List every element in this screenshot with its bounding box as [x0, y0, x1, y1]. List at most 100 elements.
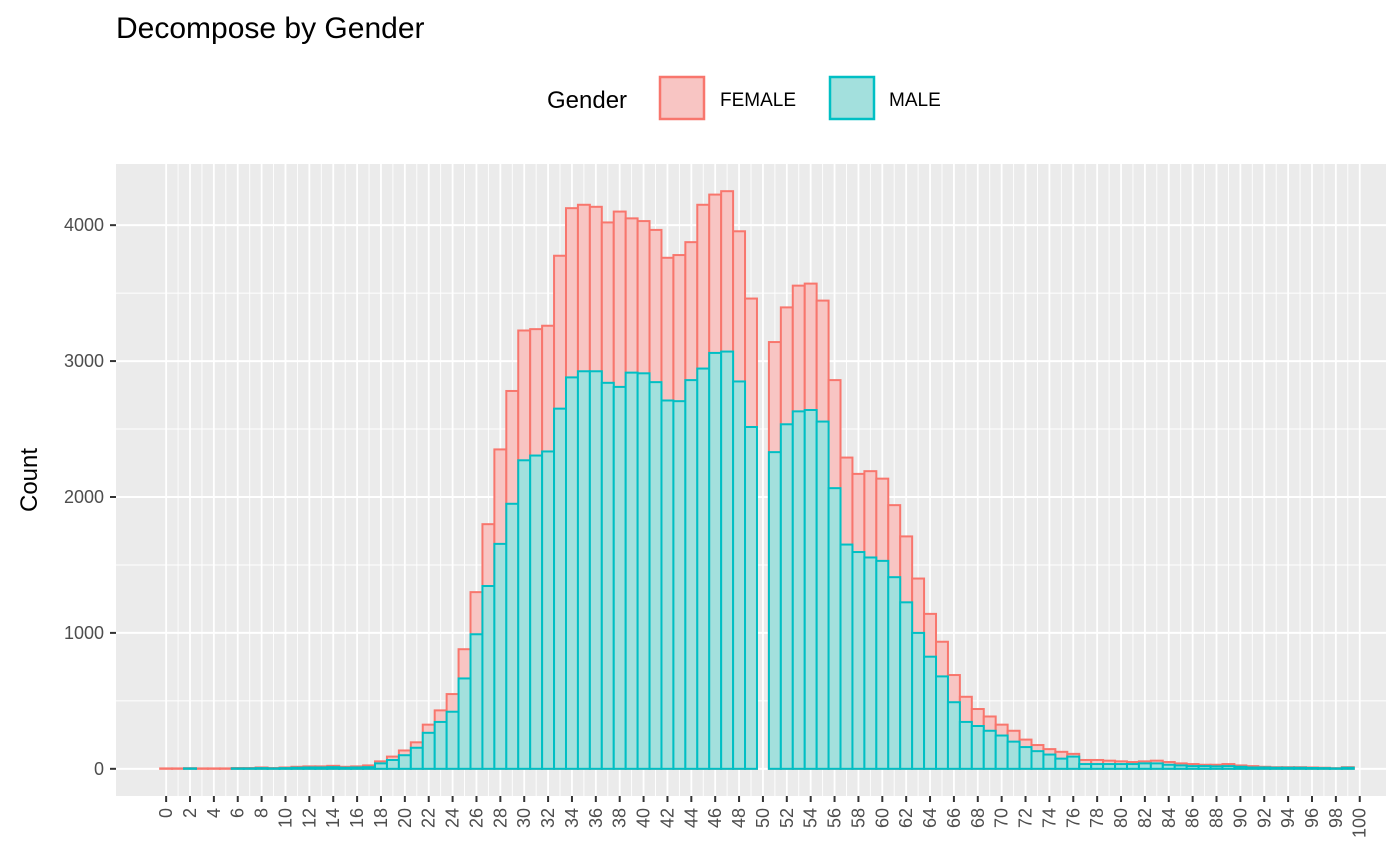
x-tick-label: 2 [180, 808, 200, 818]
male-bar-57 [839, 543, 854, 770]
y-axis-title: Count [16, 448, 43, 512]
x-tick-label: 10 [275, 808, 295, 828]
male-bar-51 [767, 451, 782, 770]
male-bar-76 [1066, 755, 1081, 770]
x-tick-label: 42 [657, 808, 677, 828]
x-tick-label: 100 [1350, 808, 1370, 838]
male-bar-27 [481, 585, 496, 770]
male-bar-73 [1030, 750, 1045, 770]
male-bar-74 [1042, 753, 1057, 770]
male-bar-62 [899, 601, 914, 770]
male-bar-44 [684, 379, 699, 770]
male-bar-28 [493, 542, 508, 770]
male-bar-48 [732, 380, 747, 770]
x-tick-label: 62 [896, 808, 916, 828]
male-bar-21 [409, 746, 424, 770]
male-bar-29 [505, 502, 520, 770]
x-tick-label: 28 [490, 808, 510, 828]
x-tick-label: 74 [1039, 808, 1059, 828]
male-bar-80 [1114, 763, 1128, 770]
x-tick-label: 64 [920, 808, 940, 828]
male-bar-35 [576, 370, 591, 770]
male-bar-19 [385, 758, 400, 770]
male-bar-46 [708, 351, 723, 770]
x-tick-label: 26 [466, 808, 486, 828]
x-tick-label: 82 [1135, 808, 1155, 828]
male-bar-18 [374, 762, 388, 770]
male-bar-91 [1245, 766, 1260, 770]
male-bar-83 [1149, 762, 1164, 770]
male-bar-63 [911, 631, 926, 770]
x-tick-label: 56 [825, 808, 845, 828]
x-tick-label: 38 [610, 808, 630, 828]
male-bar-38 [612, 385, 627, 770]
y-tick-label: 1000 [64, 623, 104, 643]
male-bar-97 [1316, 767, 1331, 770]
x-tick-label: 68 [968, 808, 988, 828]
y-tick-label: 3000 [64, 351, 104, 371]
male-bar-88 [1209, 765, 1224, 770]
male-bar-52 [779, 423, 794, 770]
male-bar-69 [982, 729, 997, 770]
x-tick-label: 8 [252, 808, 272, 818]
male-bar-90 [1233, 765, 1248, 770]
male-bar-61 [887, 576, 902, 770]
male-bar-85 [1173, 764, 1188, 770]
x-tick-label: 20 [395, 808, 415, 828]
male-bar-87 [1197, 765, 1212, 770]
male-bar-54 [803, 409, 818, 770]
male-bar-47 [720, 350, 735, 770]
male-bar-43 [672, 400, 687, 770]
male-bar-89 [1221, 765, 1236, 770]
male-bar-75 [1054, 757, 1069, 770]
male-bar-72 [1018, 746, 1033, 770]
male-bar-37 [600, 381, 615, 770]
x-tick-label: 70 [992, 808, 1012, 828]
x-tick-label: 6 [228, 808, 248, 818]
x-tick-label: 12 [299, 808, 319, 828]
male-bar-14 [326, 766, 341, 770]
male-bar-93 [1269, 766, 1284, 770]
x-tick-label: 32 [538, 808, 558, 828]
male-bar-65 [935, 675, 949, 770]
male-bar-34 [564, 376, 579, 770]
y-tick-label: 2000 [64, 487, 104, 507]
x-tick-label: 16 [347, 808, 367, 828]
y-tick-label: 0 [94, 759, 104, 779]
male-bar-23 [433, 720, 448, 770]
legend-label-male: MALE [889, 90, 941, 111]
male-bar-42 [660, 399, 675, 770]
x-tick-label: 14 [323, 808, 343, 828]
male-bar-40 [636, 372, 651, 770]
x-tick-label: 96 [1302, 808, 1322, 828]
male-bar-60 [875, 559, 890, 770]
legend-swatch-male [828, 75, 876, 121]
male-bar-68 [970, 725, 985, 770]
x-tick-label: 86 [1183, 808, 1203, 828]
legend: Gender FEMALE MALE [547, 75, 941, 121]
male-bar-70 [994, 734, 1009, 770]
male-bar-58 [851, 551, 866, 770]
male-bar-30 [517, 459, 532, 770]
male-bar-71 [1006, 740, 1021, 770]
male-bar-41 [648, 381, 663, 770]
male-bar-53 [791, 410, 806, 770]
x-tick-label: 94 [1278, 808, 1298, 828]
x-tick-label: 88 [1207, 808, 1227, 828]
x-tick-label: 58 [848, 808, 868, 828]
male-bar-8 [254, 767, 269, 770]
chart-title: Decompose by Gender [116, 12, 425, 45]
male-bar-16 [350, 766, 365, 770]
male-bar-10 [278, 767, 293, 770]
x-tick-label: 66 [944, 808, 964, 828]
x-tick-label: 54 [801, 808, 821, 828]
x-tick-label: 72 [1016, 808, 1036, 828]
male-bar-26 [469, 633, 484, 770]
x-tick-label: 44 [681, 808, 701, 828]
x-tick-label: 78 [1087, 808, 1107, 828]
y-tick-label: 4000 [64, 215, 104, 235]
x-tick-label: 30 [514, 808, 534, 828]
male-bar-20 [397, 754, 412, 770]
x-tick-label: 90 [1230, 808, 1250, 828]
